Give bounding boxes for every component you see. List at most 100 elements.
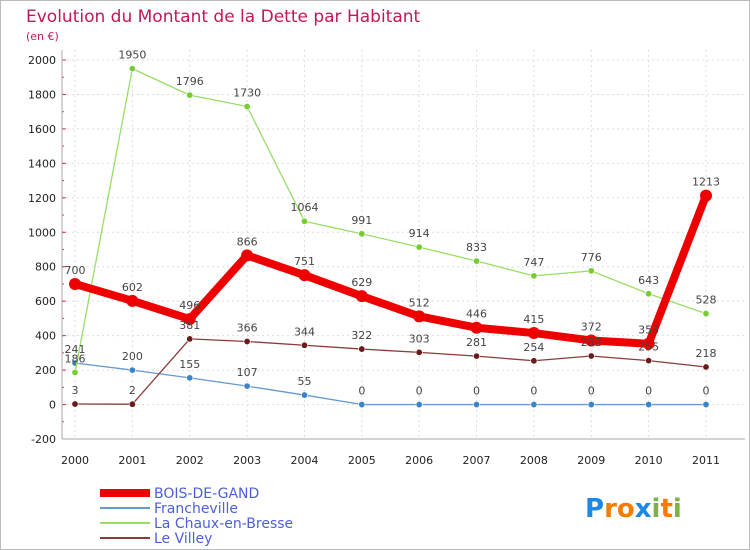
y-tick-label: 1000 bbox=[28, 226, 56, 239]
data-label: 602 bbox=[122, 281, 143, 294]
data-point bbox=[645, 401, 653, 409]
y-tick-label: 2000 bbox=[28, 54, 56, 67]
data-label: 0 bbox=[358, 385, 365, 398]
axes: -200020040060080010001200140016001800200… bbox=[28, 50, 745, 467]
data-point bbox=[415, 348, 423, 356]
data-point bbox=[358, 345, 366, 353]
data-label: 200 bbox=[122, 350, 143, 363]
data-point bbox=[358, 401, 366, 409]
proxiti-logo: Proxiti bbox=[585, 494, 682, 524]
data-label: 366 bbox=[237, 321, 258, 334]
data-point bbox=[183, 313, 196, 326]
data-label: 833 bbox=[466, 241, 487, 254]
chart-subtitle: (en €) bbox=[26, 30, 59, 43]
data-label: 446 bbox=[466, 308, 487, 321]
data-point bbox=[71, 369, 79, 377]
x-tick-label: 2002 bbox=[176, 454, 204, 467]
data-label: 2 bbox=[129, 384, 136, 397]
data-label: 629 bbox=[351, 276, 372, 289]
data-label: 776 bbox=[581, 251, 602, 264]
x-tick-label: 2005 bbox=[348, 454, 376, 467]
data-label: 700 bbox=[65, 264, 86, 277]
data-label: 218 bbox=[696, 347, 717, 360]
data-label: 1796 bbox=[176, 75, 204, 88]
data-label: 344 bbox=[294, 325, 315, 338]
legend-label: La Chaux-en-Bresse bbox=[154, 516, 293, 532]
data-label: 0 bbox=[703, 385, 710, 398]
data-label: 0 bbox=[530, 385, 537, 398]
data-point bbox=[530, 357, 538, 365]
data-point bbox=[243, 103, 251, 111]
data-label: 0 bbox=[588, 385, 595, 398]
data-label: 991 bbox=[351, 214, 372, 227]
data-point bbox=[243, 337, 251, 345]
data-point bbox=[473, 257, 481, 265]
y-tick-label: 1400 bbox=[28, 157, 56, 170]
data-label: 914 bbox=[409, 227, 430, 240]
y-tick-label: 0 bbox=[49, 399, 56, 412]
data-label: 0 bbox=[645, 385, 652, 398]
data-point bbox=[530, 401, 538, 409]
data-label: 512 bbox=[409, 296, 430, 309]
data-point bbox=[585, 334, 598, 347]
legend-label: Le Villey bbox=[154, 531, 212, 547]
data-point bbox=[243, 382, 251, 390]
data-point bbox=[415, 243, 423, 251]
series-line-0 bbox=[73, 194, 710, 348]
y-tick-label: 600 bbox=[35, 295, 56, 308]
y-tick-label: 800 bbox=[35, 261, 56, 274]
x-tick-label: 2008 bbox=[520, 454, 548, 467]
legend-label: Francheville bbox=[154, 501, 238, 517]
data-point bbox=[587, 352, 595, 360]
data-point bbox=[186, 91, 194, 99]
data-point bbox=[241, 249, 254, 262]
data-point bbox=[473, 352, 481, 360]
data-point bbox=[527, 327, 540, 340]
data-label: 372 bbox=[581, 320, 602, 333]
y-tick-label: 1600 bbox=[28, 123, 56, 136]
data-label: 1730 bbox=[233, 87, 261, 100]
data-point bbox=[69, 277, 81, 290]
y-tick-label: -200 bbox=[31, 433, 56, 446]
data-point bbox=[702, 401, 710, 409]
y-tick-label: 1800 bbox=[28, 88, 56, 101]
data-label: 1064 bbox=[290, 201, 318, 214]
data-point bbox=[645, 290, 653, 298]
data-point bbox=[186, 374, 194, 382]
x-tick-label: 2000 bbox=[61, 454, 89, 467]
y-tick-label: 200 bbox=[35, 364, 56, 377]
x-tick-label: 2001 bbox=[118, 454, 146, 467]
data-point bbox=[186, 335, 194, 343]
data-point bbox=[126, 294, 139, 307]
x-tick-label: 2010 bbox=[635, 454, 663, 467]
series-layer bbox=[69, 65, 712, 409]
series-line-3 bbox=[74, 338, 707, 405]
data-label: 643 bbox=[638, 274, 659, 287]
y-tick-label: 400 bbox=[35, 330, 56, 343]
data-label: 528 bbox=[696, 294, 717, 307]
data-point bbox=[645, 357, 653, 365]
data-label: 107 bbox=[237, 366, 258, 379]
data-point bbox=[702, 363, 710, 371]
data-label: 282 bbox=[581, 336, 602, 349]
data-label: 303 bbox=[409, 332, 430, 345]
logo-text: Proxiti bbox=[585, 494, 682, 524]
data-point bbox=[473, 401, 481, 409]
data-point bbox=[300, 341, 308, 349]
data-label: 3 bbox=[72, 384, 79, 397]
data-point bbox=[128, 366, 136, 374]
data-label: 751 bbox=[294, 255, 315, 268]
y-tick-label: 1200 bbox=[28, 192, 56, 205]
data-label: 254 bbox=[523, 341, 544, 354]
data-label: 866 bbox=[237, 235, 258, 248]
data-point bbox=[587, 401, 595, 409]
x-tick-label: 2011 bbox=[692, 454, 720, 467]
data-label: 322 bbox=[351, 329, 372, 342]
data-point bbox=[470, 321, 483, 334]
data-point bbox=[530, 272, 538, 280]
series-line-1 bbox=[74, 362, 706, 406]
